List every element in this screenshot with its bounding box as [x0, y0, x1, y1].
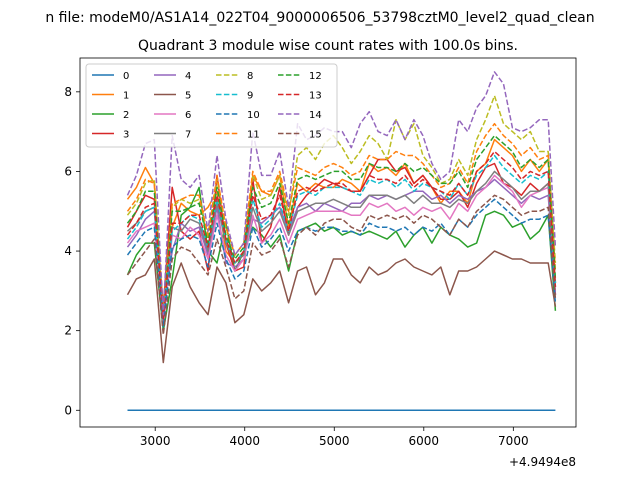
- legend-label-2[interactable]: 2: [123, 110, 129, 121]
- legend-label-0[interactable]: 0: [123, 71, 129, 82]
- legend-label-12[interactable]: 12: [309, 71, 322, 82]
- series-line-9: [126, 154, 557, 316]
- series-line-14: [126, 71, 557, 316]
- legend-label-5[interactable]: 5: [185, 91, 191, 102]
- legend-label-3[interactable]: 3: [123, 130, 129, 141]
- y-tick-label: 8: [64, 85, 72, 99]
- legend-label-4[interactable]: 4: [185, 71, 191, 82]
- legend-label-15[interactable]: 15: [309, 130, 322, 141]
- axes-layer: 3000 4000 5000 6000 7000 0 2 4 6 8: [64, 85, 528, 448]
- series-line-7: [126, 170, 557, 320]
- series-line-5: [126, 250, 557, 364]
- series-line-15: [126, 194, 557, 336]
- x-tick-label: 5000: [319, 434, 350, 448]
- chart-title: Quadrant 3 module wise count rates with …: [138, 38, 518, 54]
- x-tick-label: 7000: [498, 434, 529, 448]
- y-tick-label: 6: [64, 164, 72, 178]
- series-line-2: [126, 186, 557, 332]
- plot-frame: [79, 57, 577, 428]
- x-tick-label: 4000: [229, 434, 260, 448]
- series-layer: [126, 71, 557, 412]
- figure-suptitle: n file: modeM0/AS1A14_022T04_9000006506_…: [45, 10, 594, 26]
- legend-label-7[interactable]: 7: [185, 130, 191, 141]
- series-line-6: [126, 174, 557, 324]
- series-line-12: [126, 134, 557, 316]
- series-line-11: [126, 122, 557, 312]
- legend-box: [85, 63, 338, 148]
- series-line-10: [126, 198, 557, 328]
- legend-label-6[interactable]: 6: [185, 110, 191, 121]
- series-line-8: [126, 95, 557, 316]
- legend-label-1[interactable]: 1: [123, 91, 129, 102]
- y-tick-label: 2: [64, 324, 72, 338]
- legend-label-14[interactable]: 14: [309, 110, 322, 121]
- x-offset-label: +4.9494e8: [509, 455, 576, 469]
- y-tick-label: 0: [64, 403, 72, 417]
- legend-label-9[interactable]: 9: [247, 91, 253, 102]
- legend-label-8[interactable]: 8: [247, 71, 253, 82]
- legend-label-10[interactable]: 10: [247, 110, 260, 121]
- series-line-13: [126, 150, 557, 320]
- x-tick-label: 3000: [140, 434, 171, 448]
- legend-label-11[interactable]: 11: [247, 130, 260, 141]
- x-tick-label: 6000: [409, 434, 440, 448]
- y-tick-label: 4: [64, 244, 72, 258]
- legend-label-13[interactable]: 13: [309, 91, 322, 102]
